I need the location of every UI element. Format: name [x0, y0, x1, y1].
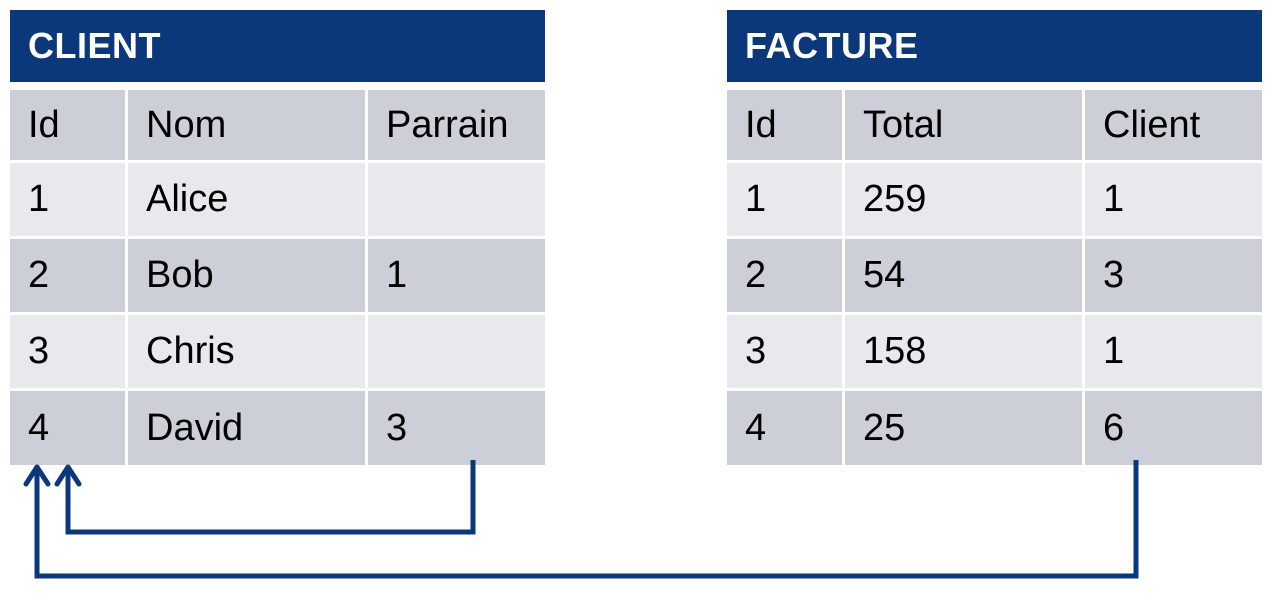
client-header-parrain: Parrain — [368, 90, 545, 160]
facture-cell-client: 6 — [1085, 391, 1262, 465]
facture-cell-id: 2 — [727, 239, 842, 312]
facture-cell-total: 54 — [845, 239, 1082, 312]
client-cell-parrain: 1 — [368, 239, 545, 312]
client-cell-id: 1 — [10, 163, 125, 236]
facture-table-title: FACTURE — [727, 10, 1262, 82]
arrow-parrain-to-id — [54, 460, 476, 535]
facture-table: FACTURE Id Total Client 1 259 1 2 54 3 3… — [727, 10, 1262, 465]
facture-cell-total: 158 — [845, 315, 1082, 388]
facture-cell-client: 3 — [1085, 239, 1262, 312]
client-cell-nom: Bob — [128, 239, 365, 312]
client-header-id: Id — [10, 90, 125, 160]
client-table-title: CLIENT — [10, 10, 545, 82]
client-cell-parrain — [368, 315, 545, 388]
facture-cell-total: 25 — [845, 391, 1082, 465]
client-cell-nom: David — [128, 391, 365, 465]
client-cell-parrain — [368, 163, 545, 236]
client-cell-id: 3 — [10, 315, 125, 388]
client-cell-id: 4 — [10, 391, 125, 465]
facture-header-id: Id — [727, 90, 842, 160]
facture-cell-id: 4 — [727, 391, 842, 465]
client-header-nom: Nom — [128, 90, 365, 160]
facture-cell-total: 259 — [845, 163, 1082, 236]
client-cell-id: 2 — [10, 239, 125, 312]
facture-cell-client: 1 — [1085, 315, 1262, 388]
client-table: CLIENT Id Nom Parrain 1 Alice 2 Bob 1 3 … — [10, 10, 545, 465]
facture-header-client: Client — [1085, 90, 1262, 160]
arrow-facture-client-to-client-id — [23, 460, 1139, 579]
facture-header-total: Total — [845, 90, 1082, 160]
facture-cell-id: 1 — [727, 163, 842, 236]
client-cell-parrain: 3 — [368, 391, 545, 465]
facture-cell-client: 1 — [1085, 163, 1262, 236]
client-cell-nom: Alice — [128, 163, 365, 236]
client-cell-nom: Chris — [128, 315, 365, 388]
facture-cell-id: 3 — [727, 315, 842, 388]
